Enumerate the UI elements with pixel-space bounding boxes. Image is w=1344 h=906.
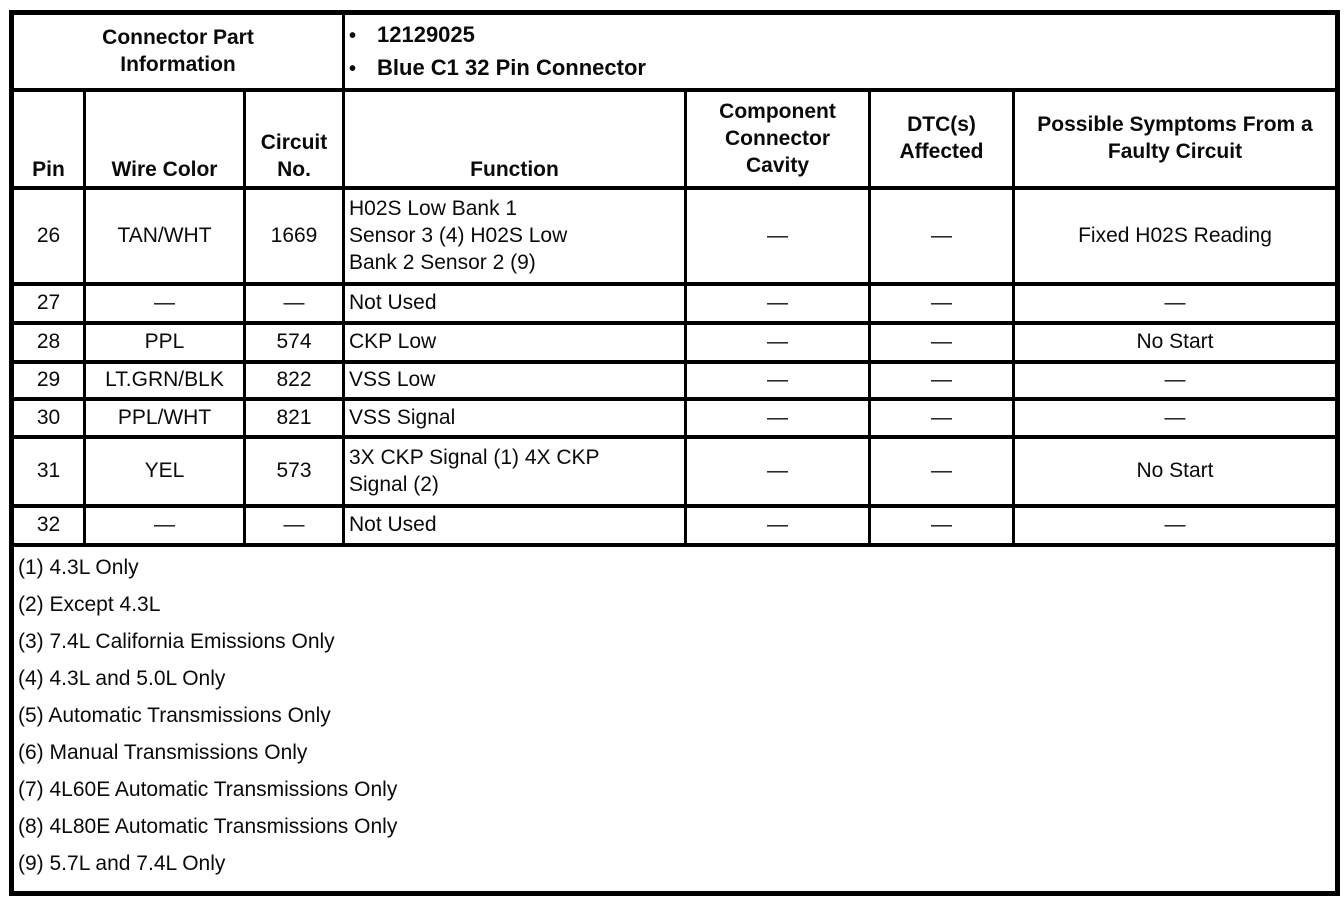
wire-color-cell: — <box>83 504 246 548</box>
pin-row-30: 30 PPL/WHT 821 VSS Signal — — — <box>10 397 1340 440</box>
dtc-cell: — <box>868 397 1015 440</box>
pin-cell: 28 <box>10 321 86 365</box>
pin-row-28: 28 PPL 574 CKP Low — — No Start <box>10 321 1340 365</box>
circuit-no-cell: 573 <box>243 435 345 509</box>
pin-cell: 29 <box>10 360 86 402</box>
pin-cell: 27 <box>10 282 86 326</box>
pin-cell: 26 <box>10 186 86 287</box>
column-header-row: Pin Wire Color Circuit No. Function Comp… <box>10 88 1340 191</box>
dtc-cell: — <box>868 360 1015 402</box>
wire-color-cell: LT.GRN/BLK <box>83 360 246 402</box>
connector-part-info-title: Connector Part Information <box>10 10 345 93</box>
cavity-cell: — <box>684 435 871 509</box>
dtc-cell: — <box>868 282 1015 326</box>
connector-part-details: • 12129025 • Blue C1 32 Pin Connector <box>341 10 1340 93</box>
symptoms-cell: — <box>1011 360 1340 402</box>
function-cell: CKP Low <box>342 321 687 365</box>
function-cell: VSS Low <box>342 360 687 402</box>
dtc-cell: — <box>868 435 1015 509</box>
footnote-4: (4) 4.3L and 5.0L Only <box>18 667 226 691</box>
function-cell: Not Used <box>342 504 687 548</box>
footnote-6: (6) Manual Transmissions Only <box>18 741 308 765</box>
circuit-no-cell: 822 <box>243 360 345 402</box>
footnote-5: (5) Automatic Transmissions Only <box>18 704 331 728</box>
connector-pinout-table: Connector Part Information • 12129025 • … <box>9 10 1341 896</box>
footnote-9: (9) 5.7L and 7.4L Only <box>18 852 226 876</box>
col-header-circuit-no: Circuit No. <box>243 88 345 191</box>
col-header-dtc-affected: DTC(s) Affected <box>868 88 1015 191</box>
pin-row-32: 32 — — Not Used — — — <box>10 504 1340 548</box>
footnote-7: (7) 4L60E Automatic Transmissions Only <box>18 778 398 802</box>
cavity-cell: — <box>684 282 871 326</box>
circuit-no-cell: — <box>243 282 345 326</box>
cavity-cell: — <box>684 504 871 548</box>
function-cell: Not Used <box>342 282 687 326</box>
circuit-no-cell: 821 <box>243 397 345 440</box>
symptoms-cell: — <box>1011 282 1340 326</box>
wire-color-cell: — <box>83 282 246 326</box>
footnote-3: (3) 7.4L California Emissions Only <box>18 630 335 654</box>
dtc-cell: — <box>868 321 1015 365</box>
circuit-no-cell: 574 <box>243 321 345 365</box>
function-cell: H02S Low Bank 1 Sensor 3 (4) H02S Low Ba… <box>342 186 687 287</box>
pin-cell: 30 <box>10 397 86 440</box>
connector-part-info-band: Connector Part Information • 12129025 • … <box>10 10 1340 93</box>
wire-color-cell: YEL <box>83 435 246 509</box>
col-header-component-connector-cavity: Component Connector Cavity <box>684 88 871 191</box>
function-cell: 3X CKP Signal (1) 4X CKP Signal (2) <box>342 435 687 509</box>
col-header-possible-symptoms: Possible Symptoms From a Faulty Circuit <box>1011 88 1340 191</box>
wire-color-cell: PPL/WHT <box>83 397 246 440</box>
dtc-cell: — <box>868 186 1015 287</box>
pin-row-31: 31 YEL 573 3X CKP Signal (1) 4X CKP Sign… <box>10 435 1340 509</box>
bullet-icon: • <box>349 57 357 80</box>
symptoms-cell: — <box>1011 397 1340 440</box>
cavity-cell: — <box>684 397 871 440</box>
connector-part-number: 12129025 <box>377 22 475 47</box>
circuit-no-cell: 1669 <box>243 186 345 287</box>
pin-row-27: 27 — — Not Used — — — <box>10 282 1340 326</box>
bullet-icon: • <box>349 25 357 47</box>
col-header-wire-color: Wire Color <box>83 88 246 191</box>
col-header-pin: Pin <box>10 88 86 191</box>
cavity-cell: — <box>684 360 871 402</box>
connector-part-number-line: • 12129025 <box>349 21 1331 50</box>
symptoms-cell: No Start <box>1011 435 1340 509</box>
wire-color-cell: PPL <box>83 321 246 365</box>
function-cell: VSS Signal <box>342 397 687 440</box>
wire-color-cell: TAN/WHT <box>83 186 246 287</box>
footnote-1: (1) 4.3L Only <box>18 556 139 580</box>
circuit-no-cell: — <box>243 504 345 548</box>
pin-row-29: 29 LT.GRN/BLK 822 VSS Low — — — <box>10 360 1340 402</box>
cavity-cell: — <box>684 186 871 287</box>
symptoms-cell: — <box>1011 504 1340 548</box>
symptoms-cell: No Start <box>1011 321 1340 365</box>
footnote-2: (2) Except 4.3L <box>18 593 161 617</box>
dtc-cell: — <box>868 504 1015 548</box>
pin-cell: 31 <box>10 435 86 509</box>
col-header-function: Function <box>342 88 687 191</box>
cavity-cell: — <box>684 321 871 365</box>
pin-cell: 32 <box>10 504 86 548</box>
footnote-8: (8) 4L80E Automatic Transmissions Only <box>18 815 398 839</box>
pin-row-26: 26 TAN/WHT 1669 H02S Low Bank 1 Sensor 3… <box>10 186 1340 287</box>
footnotes-cell: (1) 4.3L Only (2) Except 4.3L (3) 7.4L C… <box>9 543 1340 896</box>
symptoms-cell: Fixed H02S Reading <box>1011 186 1340 287</box>
connector-description: Blue C1 32 Pin Connector <box>377 54 646 80</box>
connector-description-line: • Blue C1 32 Pin Connector <box>349 54 1331 83</box>
footnotes-band: (1) 4.3L Only (2) Except 4.3L (3) 7.4L C… <box>9 543 1340 896</box>
